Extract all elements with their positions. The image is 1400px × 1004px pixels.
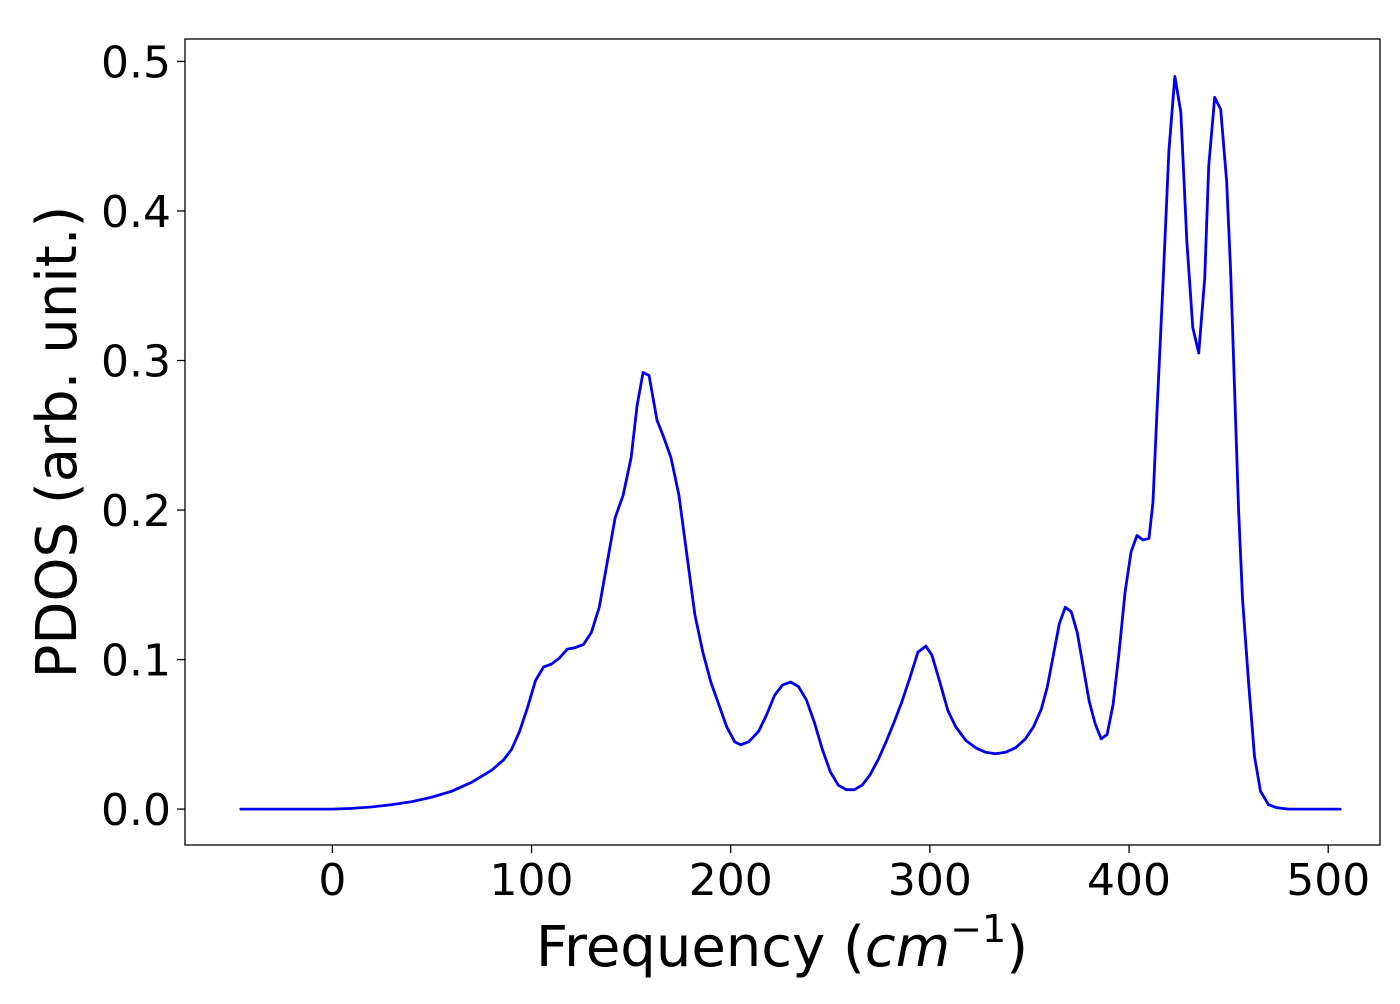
y-tick-label: 0.2: [101, 486, 171, 537]
y-tick-label: 0.3: [101, 337, 171, 388]
y-tick-label: 0.5: [101, 37, 171, 88]
series-layer: [239, 74, 1342, 811]
plot-frame: [184, 38, 1381, 846]
x-tick-label: 400: [1087, 855, 1171, 906]
y-axis-ticks: 0.0 0.1 0.2 0.3 0.4 0.5: [101, 37, 185, 836]
y-tick-label: 0.4: [101, 187, 171, 238]
plot-background: [185, 39, 1380, 845]
y-tick-label: 0.0: [101, 785, 171, 836]
x-tick-label: 200: [689, 855, 773, 906]
x-tick-label: 0: [318, 855, 346, 906]
pdos-series-line: [239, 74, 1342, 811]
x-tick-label: 500: [1286, 855, 1370, 906]
x-tick-label: 100: [490, 855, 574, 906]
x-axis-ticks: 0 100 200 300 400 500: [318, 845, 1370, 906]
x-tick-label: 300: [888, 855, 972, 906]
y-tick-label: 0.1: [101, 636, 171, 687]
y-axis-label: PDOS (arb. unit.): [25, 206, 90, 679]
x-axis-label: Frequency (cm−1): [536, 907, 1028, 980]
